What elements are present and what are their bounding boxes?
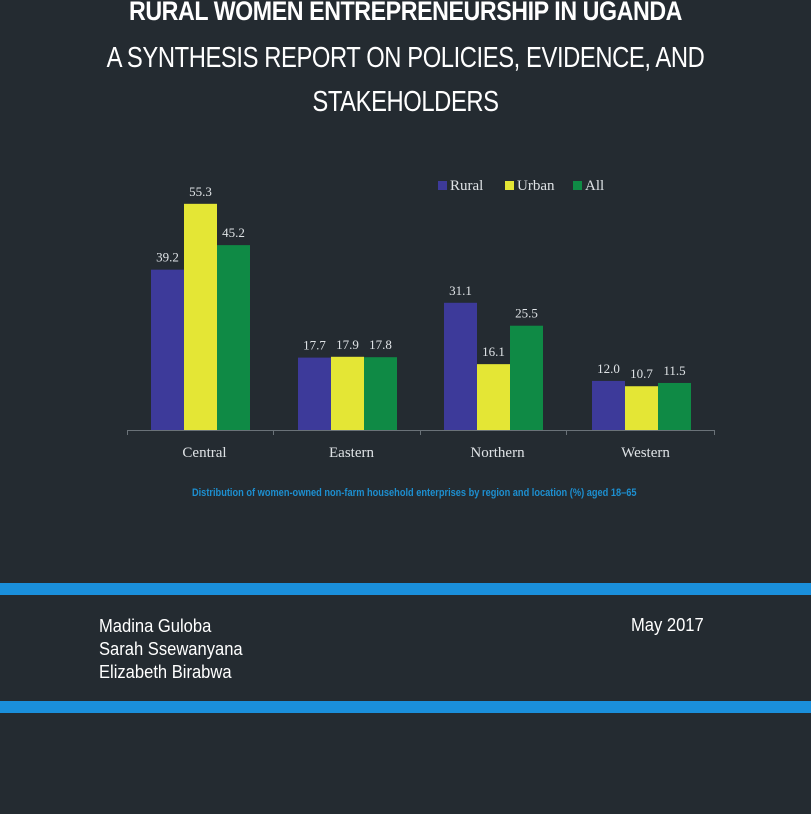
- data-label: 11.5: [663, 363, 685, 378]
- publication-date: May 2017: [631, 615, 704, 635]
- data-label: 10.7: [630, 366, 653, 381]
- category-label: Western: [621, 445, 670, 461]
- bar-all: [217, 245, 250, 430]
- legend-label: All: [585, 178, 604, 194]
- legend-label: Rural: [450, 178, 483, 194]
- data-label: 17.7: [303, 338, 326, 353]
- blue-stripe-bottom: [0, 701, 811, 713]
- bar-all: [658, 382, 691, 430]
- bar-rural: [592, 380, 625, 430]
- category-label: Northern: [470, 445, 525, 461]
- bar-urban: [184, 203, 217, 430]
- bar-all: [364, 357, 397, 430]
- bar-urban: [477, 364, 510, 430]
- data-label: 16.1: [482, 344, 505, 359]
- bar-rural: [298, 357, 331, 430]
- report-subtitle-line2: STAKEHOLDERS: [312, 86, 499, 118]
- data-label: 17.8: [369, 337, 392, 352]
- bar-chart: 39.2 55.3 45.2 Central 17.7 17.9 17.8 Eastern 31…: [127, 178, 715, 461]
- bar-rural: [444, 302, 477, 430]
- data-label: 45.2: [222, 225, 245, 240]
- legend-swatch-rural: [438, 181, 447, 190]
- blue-stripe-top: [0, 583, 811, 595]
- data-label: 17.9: [336, 337, 359, 352]
- legend-swatch-all: [573, 181, 582, 190]
- author-name: Madina Guloba: [99, 616, 212, 636]
- category-label: Central: [182, 445, 226, 461]
- author-name: Elizabeth Birabwa: [99, 662, 232, 682]
- report-title: RURAL WOMEN ENTREPRENEURSHIP IN UGANDA: [128, 0, 683, 26]
- bar-urban: [331, 356, 364, 430]
- bar-all: [510, 325, 543, 430]
- report-subtitle-line1: A SYNTHESIS REPORT ON POLICIES, EVIDENCE…: [106, 42, 705, 74]
- legend-swatch-urban: [505, 181, 514, 190]
- author-name: Sarah Ssewanyana: [99, 639, 243, 659]
- author-list: Madina Guloba Sarah Ssewanyana Elizabeth…: [99, 615, 255, 684]
- data-label: 12.0: [597, 361, 620, 376]
- category-label: Eastern: [329, 445, 374, 461]
- data-label: 31.1: [449, 283, 472, 298]
- bar-urban: [625, 386, 658, 430]
- legend-label: Urban: [517, 178, 555, 194]
- bar-rural: [151, 269, 184, 430]
- data-label: 55.3: [189, 184, 212, 199]
- chart-caption: Distribution of women-owned non-farm hou…: [191, 487, 637, 499]
- data-label: 25.5: [515, 306, 538, 321]
- data-label: 39.2: [156, 250, 179, 265]
